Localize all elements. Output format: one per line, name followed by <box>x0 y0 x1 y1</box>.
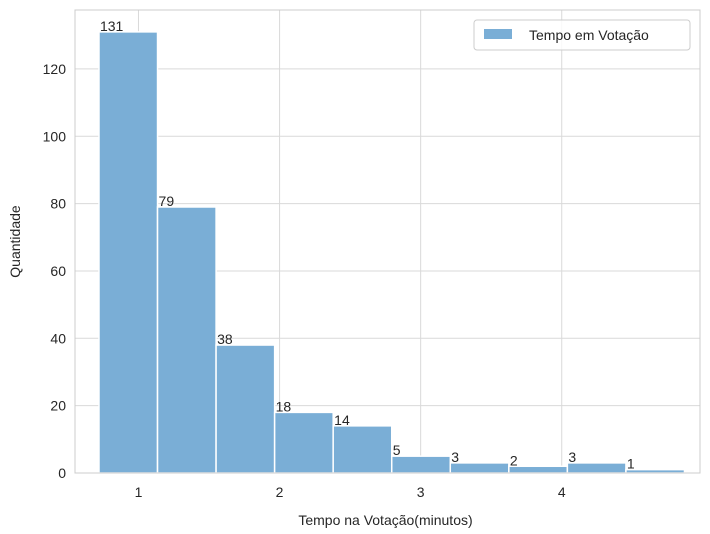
y-tick-label: 20 <box>50 398 66 414</box>
bar-value-label: 1 <box>627 456 635 472</box>
x-tick-label: 2 <box>276 484 284 500</box>
x-axis-label: Tempo na Votação(minutos) <box>298 512 472 528</box>
y-axis-label: Quantidade <box>7 205 23 278</box>
bar-value-label: 131 <box>100 18 124 34</box>
y-tick-label: 60 <box>50 263 66 279</box>
y-tick-label: 80 <box>50 196 66 212</box>
histogram-bar <box>98 31 159 474</box>
histogram-bar <box>390 455 452 474</box>
x-tick-label: 1 <box>135 484 143 500</box>
bar-value-label: 14 <box>334 412 350 428</box>
legend-swatch <box>484 29 512 39</box>
bars <box>98 31 686 474</box>
y-tick-label: 100 <box>43 128 67 144</box>
bar-labels: 131 79 38 18 14 5 3 2 3 1 <box>100 18 635 472</box>
histogram-bar <box>332 425 393 474</box>
y-tick-label: 40 <box>50 330 66 346</box>
legend-label: Tempo em Votação <box>529 27 649 43</box>
x-tick-label: 4 <box>558 484 566 500</box>
bar-value-label: 2 <box>510 452 518 468</box>
bar-value-label: 5 <box>393 442 401 458</box>
x-tick-label: 3 <box>417 484 425 500</box>
histogram-bar <box>156 206 217 474</box>
y-tick-label: 0 <box>58 465 66 481</box>
bar-value-label: 38 <box>217 331 233 347</box>
histogram-bar <box>215 344 276 474</box>
legend-box <box>473 19 691 51</box>
bar-value-label: 3 <box>451 449 459 465</box>
bar-value-label: 79 <box>159 193 175 209</box>
plot-frame <box>74 9 701 474</box>
bar-value-label: 18 <box>276 398 292 414</box>
bar-value-label: 3 <box>568 449 576 465</box>
histogram-bar <box>273 411 334 474</box>
y-tick-label: 120 <box>43 61 67 77</box>
legend: Tempo em Votação <box>473 19 691 51</box>
